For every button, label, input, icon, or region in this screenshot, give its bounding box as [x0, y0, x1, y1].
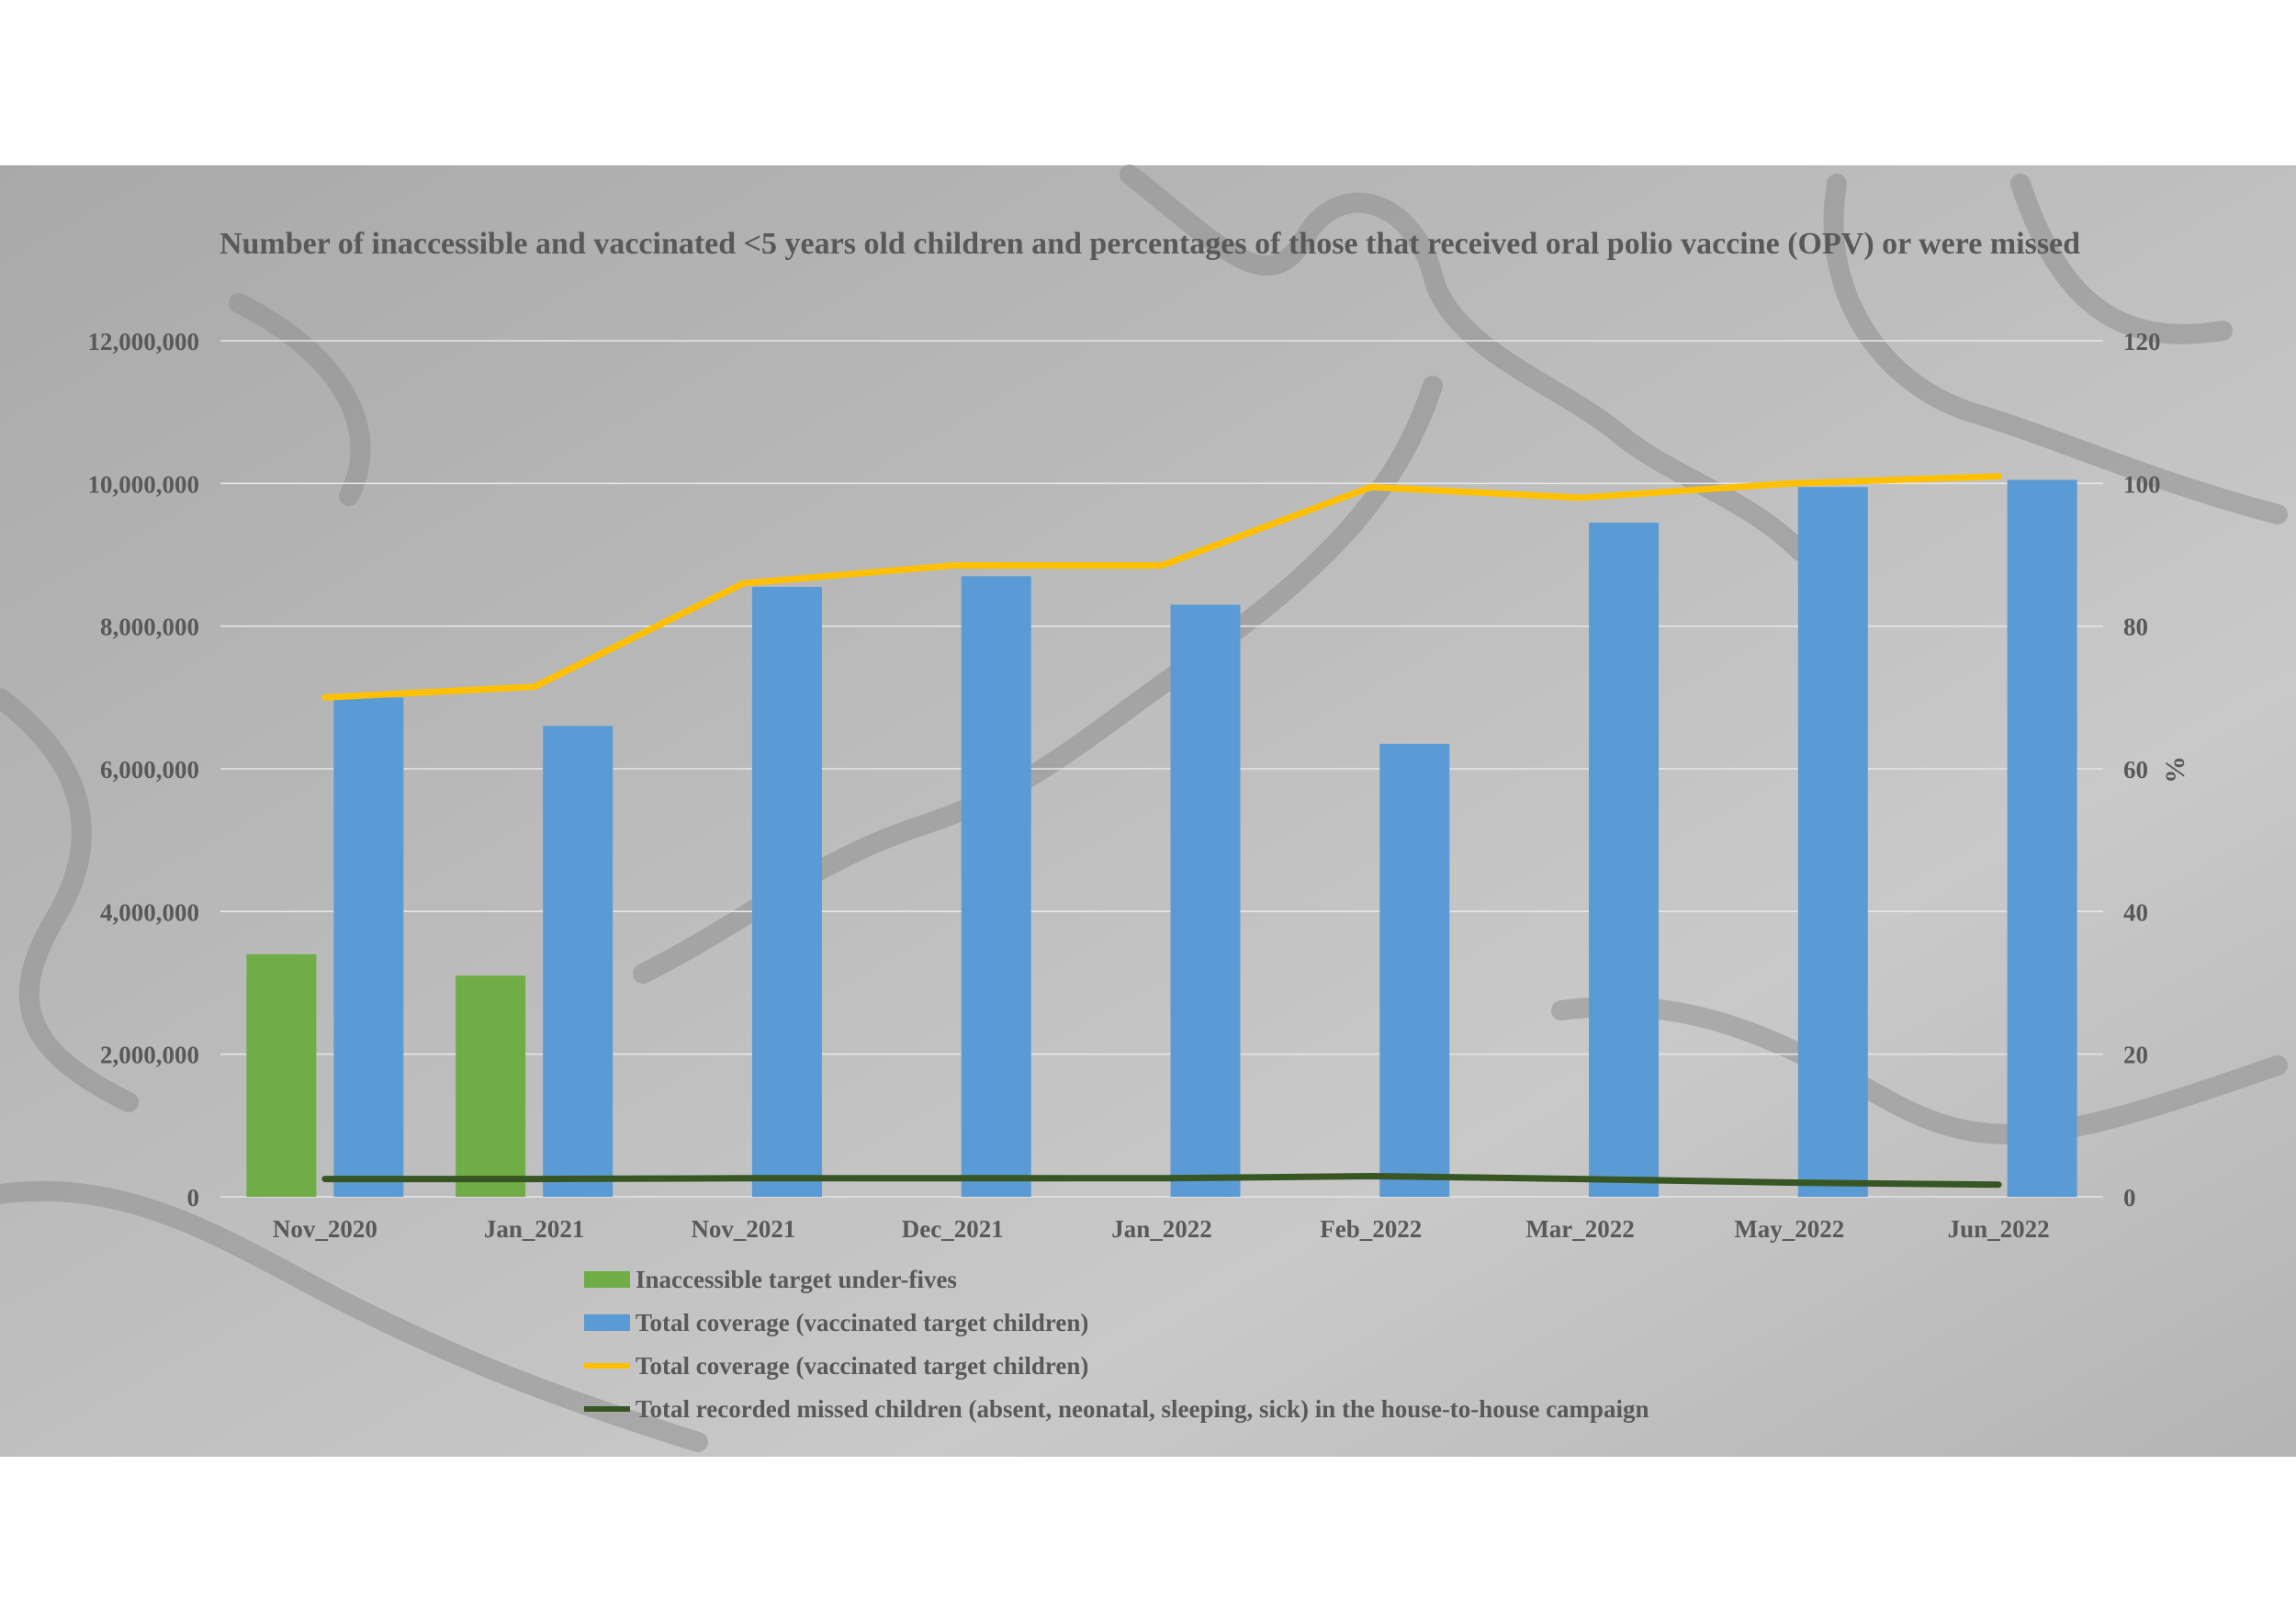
bar [751, 586, 822, 1197]
y-tick-label: 0 [187, 1184, 200, 1212]
y2-tick-label: 20 [2123, 1042, 2148, 1069]
y-tick-label: 2,000,000 [100, 1042, 199, 1069]
x-tick-label: Nov_2020 [273, 1215, 377, 1243]
y2-tick-label: 40 [2123, 898, 2148, 926]
y-tick-label: 6,000,000 [100, 756, 199, 783]
y2-tick-label: 0 [2123, 1184, 2136, 1212]
chart-title: Number of inaccessible and vaccinated <5… [219, 227, 2080, 261]
legend-swatch [584, 1314, 630, 1331]
gridlines [220, 340, 2103, 1198]
bar [333, 697, 404, 1197]
series-line [321, 473, 2002, 701]
x-axis: Nov_2020 Jan_2021 Nov_2021 Dec_2021 Jan_2022… [273, 1215, 2050, 1243]
x-tick-label: Dec_2021 [902, 1215, 1004, 1243]
series-line [321, 1172, 2002, 1189]
bar [1170, 604, 1241, 1197]
x-tick-label: Nov_2021 [691, 1215, 795, 1243]
legend-label: Total coverage (vaccinated target childr… [636, 1352, 1088, 1380]
lines [321, 473, 2002, 1189]
x-tick-label: Jan_2021 [484, 1215, 585, 1243]
bar [1589, 523, 1660, 1197]
x-tick-label: Jun_2022 [1948, 1215, 2050, 1243]
legend-label: Total coverage (vaccinated target childr… [636, 1309, 1088, 1336]
bar [2007, 479, 2077, 1197]
legend-label: Total recorded missed children (absent, … [636, 1395, 1649, 1423]
y2-axis-label: % [2160, 756, 2190, 783]
x-tick-label: May_2022 [1734, 1215, 1844, 1243]
y2-tick-label: 80 [2123, 614, 2148, 641]
x-tick-label: Feb_2022 [1320, 1215, 1422, 1243]
y-axis-right: 0 20 40 60 80 100 120 [2123, 328, 2161, 1212]
legend-label: Inaccessible target under-fives [636, 1266, 957, 1293]
bar [961, 576, 1031, 1197]
bars [246, 479, 2077, 1197]
x-tick-label: Jan_2022 [1111, 1215, 1212, 1243]
y-tick-label: 8,000,000 [100, 614, 199, 641]
y-tick-label: 4,000,000 [100, 898, 199, 926]
y2-tick-label: 100 [2123, 470, 2161, 498]
x-tick-label: Mar_2022 [1525, 1215, 1634, 1243]
y-tick-label: 10,000,000 [88, 470, 200, 498]
bar [1379, 743, 1450, 1197]
bar [543, 726, 613, 1197]
bar [1797, 487, 1868, 1197]
bar [246, 953, 317, 1197]
background-texture [0, 164, 2288, 1452]
legend-swatch [584, 1271, 630, 1288]
y2-tick-label: 60 [2123, 756, 2148, 783]
legend: Inaccessible target under-fives Total cov… [584, 1266, 1649, 1423]
y-axis-left: 0 2,000,000 4,000,000 6,000,000 8,000,000 10,… [88, 328, 200, 1212]
y-tick-label: 12,000,000 [88, 328, 200, 355]
bar [456, 975, 526, 1197]
y2-tick-label: 120 [2123, 328, 2161, 355]
